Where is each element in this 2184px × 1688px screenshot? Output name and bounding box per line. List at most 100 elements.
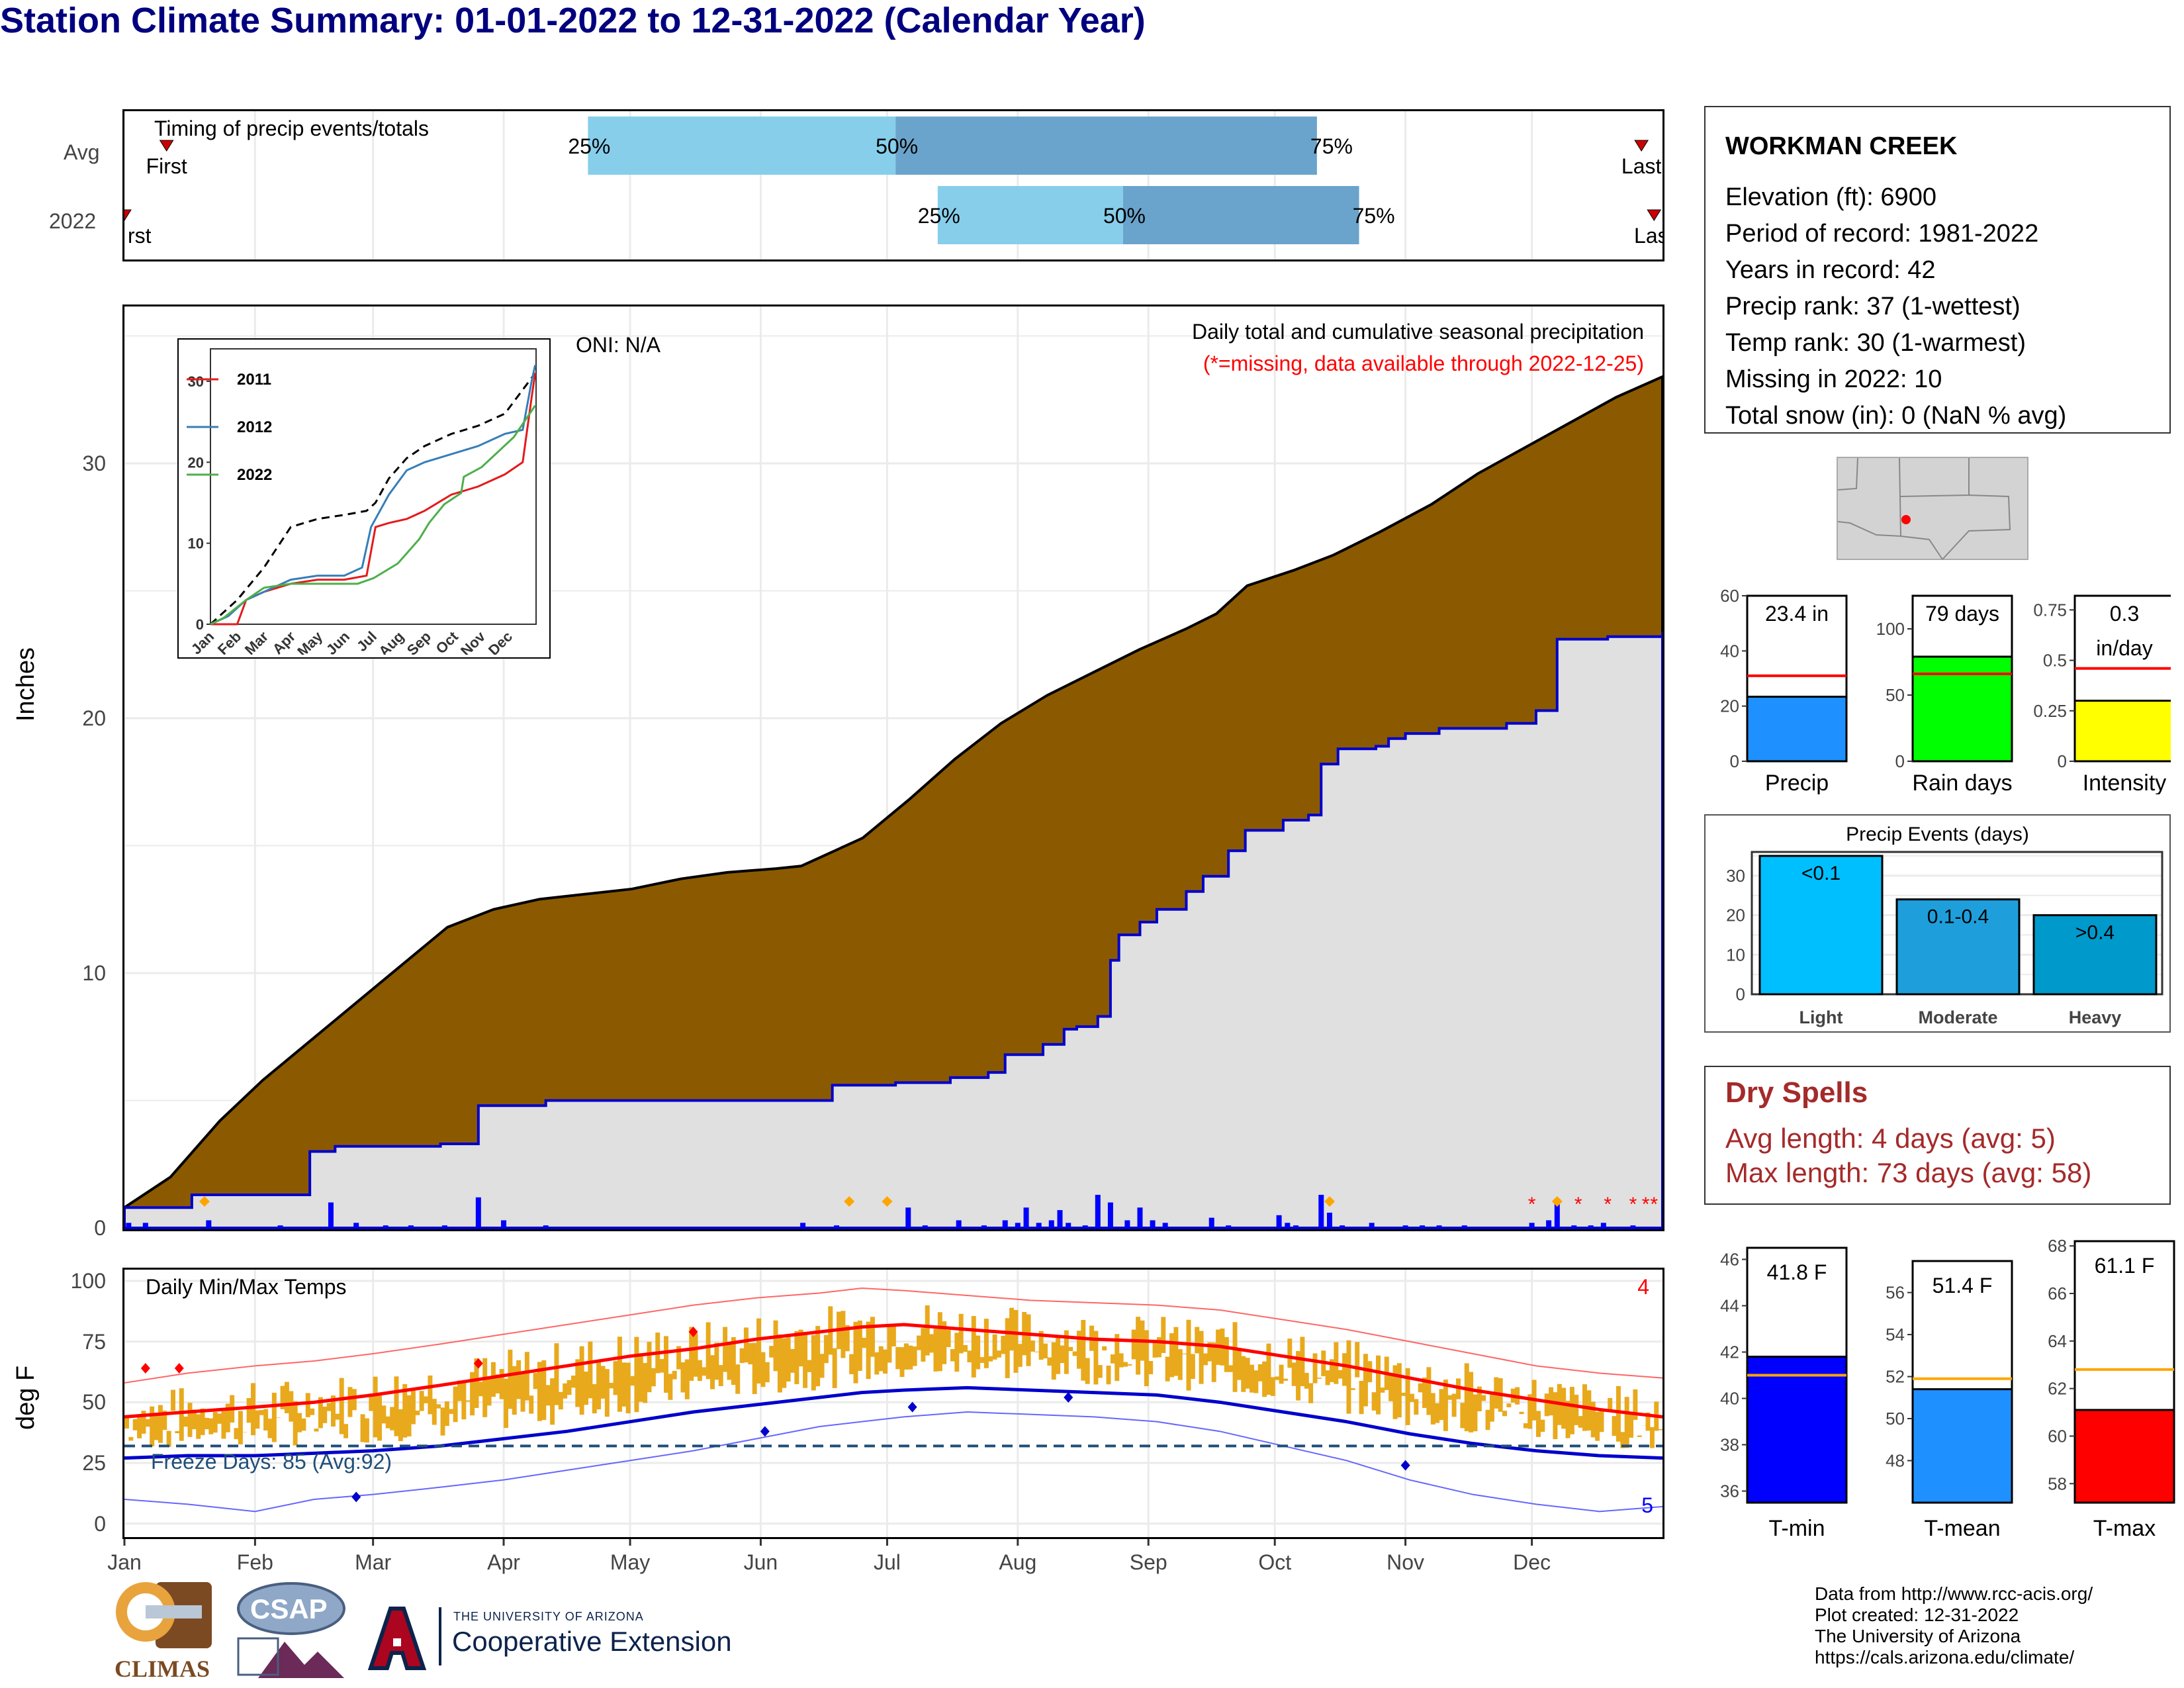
record-high-marker <box>688 1327 698 1337</box>
snow-marker <box>199 1196 210 1207</box>
daily-temp-range-bar <box>1241 1356 1246 1392</box>
inset-legend-label: 2011 <box>237 371 271 389</box>
mini-bar-tick-label: 0 <box>2058 751 2067 771</box>
daily-temp-range-bar <box>187 1403 193 1437</box>
page-title: Station Climate Summary: 01-01-2022 to 1… <box>0 1 1146 40</box>
average-min-line <box>124 1385 1662 1460</box>
daily-temp-range-bar <box>1283 1378 1288 1381</box>
daily-temp-range-bar <box>1051 1342 1056 1380</box>
daily-temp-range-bar <box>963 1344 968 1352</box>
month-label: Aug <box>999 1550 1036 1574</box>
timing-subtitle: Timing of precip events/totals <box>154 117 429 140</box>
last-event-marker <box>1634 140 1649 152</box>
temp-bar-tick-label: 52 <box>1886 1367 1905 1387</box>
daily-temp-range-bar <box>790 1348 795 1373</box>
daily-precip-bar <box>1571 1225 1577 1228</box>
daily-precip-bar <box>1226 1225 1232 1228</box>
daily-temp-range-bar <box>1131 1329 1136 1360</box>
daily-temp-range-bar <box>1346 1340 1351 1414</box>
daily-temp-range-bar <box>575 1359 580 1407</box>
daily-temp-range-bar <box>428 1375 433 1415</box>
daily-temp-range-bar <box>234 1428 239 1440</box>
logo-divider <box>439 1607 441 1665</box>
daily-temp-range-bar <box>1329 1359 1334 1382</box>
average-max-line <box>124 1323 1662 1419</box>
daily-temp-range-bar <box>1401 1392 1406 1396</box>
daily-temp-range-bar <box>613 1361 618 1395</box>
daily-temp-range-bar <box>449 1409 454 1414</box>
daily-temp-range-bar <box>495 1374 500 1393</box>
missing-marker: * <box>1528 1194 1536 1215</box>
temp-bar-tick-label: 40 <box>1720 1389 1739 1409</box>
climas-emblem-icon <box>116 1582 212 1648</box>
missing-note: (*=missing, data available through 2022-… <box>1203 352 1644 375</box>
daily-temp-range-bar <box>769 1346 774 1358</box>
daily-temp-range-bar <box>1009 1307 1015 1351</box>
inset-month-label: Jul <box>353 628 380 655</box>
daily-temp-range-bar <box>1350 1388 1355 1390</box>
daily-temp-range-bar <box>1211 1342 1216 1382</box>
daily-precip-bar <box>956 1220 962 1228</box>
daily-temp-range-bar <box>537 1362 542 1421</box>
daily-temp-range-bar <box>1544 1393 1549 1417</box>
daily-temp-range-bar <box>625 1362 631 1414</box>
daily-temp-range-bar <box>727 1342 732 1380</box>
daily-temp-range-bar <box>150 1406 155 1446</box>
daily-temp-range-bar <box>1629 1414 1634 1438</box>
daily-temp-range-bar <box>971 1316 976 1378</box>
freeze-days: Freeze Days: 85 (Avg:92) <box>151 1450 392 1474</box>
daily-temp-range-bar <box>263 1409 269 1430</box>
daily-temp-range-bar <box>457 1380 462 1401</box>
record-low-marker <box>351 1491 361 1503</box>
missing-marker: * <box>1650 1194 1658 1215</box>
daily-temp-range-bar <box>432 1399 437 1425</box>
daily-temp-range-bar <box>1291 1362 1297 1386</box>
daily-temp-range-bar <box>883 1349 888 1374</box>
daily-temp-range-bar <box>1612 1416 1617 1436</box>
daily-temp-range-bar <box>1300 1336 1305 1387</box>
daily-temp-range-bar <box>1127 1364 1132 1366</box>
daily-temp-range-bar <box>798 1329 803 1367</box>
daily-temp-range-bar <box>1586 1390 1592 1431</box>
daily-temp-range-bar <box>305 1393 310 1417</box>
arizona-a-icon <box>367 1607 427 1670</box>
footer-line: Plot created: 12-31-2022 <box>1815 1605 2019 1625</box>
daily-precip-bar <box>1095 1194 1101 1228</box>
daily-temp-range-bar <box>508 1349 513 1409</box>
daily-temp-range-bar <box>1396 1363 1402 1418</box>
dry-spells-title: Dry Spells <box>1725 1076 1868 1109</box>
daily-precip-bar <box>543 1225 549 1228</box>
footer-line: https://cals.arizona.edu/climate/ <box>1815 1647 2075 1667</box>
daily-temp-range-bar <box>815 1326 821 1387</box>
inset-series-line <box>210 404 536 626</box>
mini-bar-tick-label: 100 <box>1876 619 1905 639</box>
daily-temp-range-bar <box>705 1322 711 1380</box>
daily-temp-range-bar <box>668 1374 673 1400</box>
daily-temp-range-bar <box>440 1407 445 1436</box>
daily-temp-range-bar <box>979 1357 985 1363</box>
month-label: Jan <box>107 1550 142 1574</box>
daily-temp-range-bar <box>1414 1399 1419 1415</box>
mini-bar-value: 79 days <box>1925 602 1999 626</box>
daily-temp-range-bar <box>1097 1365 1103 1378</box>
record-high-marker <box>174 1363 184 1374</box>
daily-temp-range-bar <box>1296 1350 1301 1401</box>
daily-temp-range-bar <box>680 1362 686 1393</box>
month-label: Jul <box>874 1550 901 1574</box>
daily-temp-range-bar <box>1270 1377 1275 1396</box>
daily-temp-range-bar <box>1443 1380 1448 1431</box>
daily-temp-range-bar <box>541 1360 547 1421</box>
daily-temp-range-bar <box>1477 1386 1482 1412</box>
daily-temp-range-bar <box>162 1411 167 1430</box>
daily-precip-bar <box>1276 1215 1282 1228</box>
temp-ylabel: deg F <box>12 1365 40 1430</box>
cumulative-2022-area <box>124 632 1662 1229</box>
daily-temp-range-bar <box>1026 1314 1031 1366</box>
daily-temp-range-bar <box>1056 1335 1061 1374</box>
station-line: Period of record: 1981-2022 <box>1725 220 2039 248</box>
daily-temp-range-bar <box>322 1406 328 1423</box>
mini-bar-value: in/day <box>2096 636 2152 660</box>
daily-temp-range-bar <box>803 1334 808 1388</box>
dry-spells-max: Max length: 73 days (avg: 58) <box>1725 1157 2092 1188</box>
daily-temp-range-bar <box>550 1378 555 1425</box>
